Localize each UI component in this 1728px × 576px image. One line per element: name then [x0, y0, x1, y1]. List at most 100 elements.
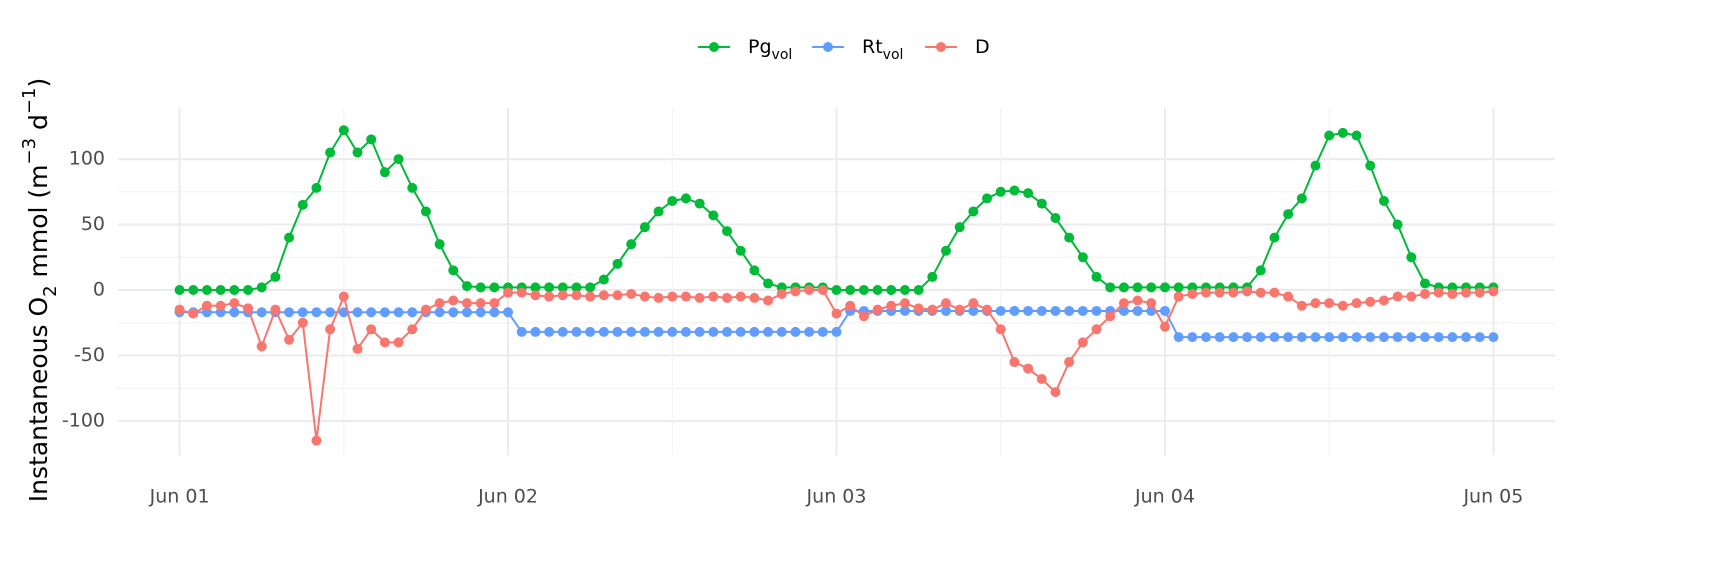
data-point: [899, 298, 910, 309]
legend-name: Pg: [748, 36, 772, 58]
data-point: [804, 326, 815, 337]
y-axis-label-part: d: [24, 114, 53, 138]
data-point: [1269, 287, 1280, 298]
data-point: [1228, 287, 1239, 298]
data-point: [201, 300, 212, 311]
data-point: [503, 287, 514, 298]
data-point: [667, 195, 678, 206]
legend-label: Pgvol: [748, 36, 792, 64]
data-point: [557, 326, 568, 337]
data-point: [680, 326, 691, 337]
data-point: [1091, 324, 1102, 335]
data-point: [434, 307, 445, 318]
data-point: [557, 290, 568, 301]
data-point: [763, 326, 774, 337]
data-point: [284, 307, 295, 318]
data-point: [325, 324, 336, 335]
data-point: [379, 337, 390, 348]
data-point: [188, 308, 199, 319]
data-point: [763, 278, 774, 289]
data-point: [1283, 209, 1294, 220]
data-point: [763, 295, 774, 306]
data-point: [352, 147, 363, 158]
data-point: [735, 291, 746, 302]
data-point: [1118, 305, 1129, 316]
data-point: [1324, 130, 1335, 141]
data-point: [1077, 305, 1088, 316]
data-point: [817, 285, 828, 296]
data-point: [461, 281, 472, 292]
data-point: [1406, 252, 1417, 263]
data-point: [420, 206, 431, 217]
data-point: [653, 206, 664, 217]
data-point: [393, 337, 404, 348]
marks: [174, 125, 1499, 446]
data-point: [516, 326, 527, 337]
data-point: [475, 307, 486, 318]
data-point: [639, 326, 650, 337]
data-point: [503, 307, 514, 318]
data-point: [352, 307, 363, 318]
data-point: [612, 326, 623, 337]
data-point: [1077, 337, 1088, 348]
data-point: [571, 290, 582, 301]
x-tick-label: Jun 01: [149, 486, 210, 508]
data-point: [489, 298, 500, 309]
data-point: [243, 303, 254, 314]
data-point: [1146, 282, 1157, 293]
data-point: [598, 290, 609, 301]
data-point: [913, 303, 924, 314]
data-point: [1488, 286, 1499, 297]
data-point: [407, 182, 418, 193]
data-point: [1296, 193, 1307, 204]
data-point: [544, 291, 555, 302]
data-point: [284, 232, 295, 243]
data-point: [680, 291, 691, 302]
data-point: [489, 282, 500, 293]
data-point: [1406, 291, 1417, 302]
data-point: [927, 271, 938, 282]
data-point: [229, 298, 240, 309]
legend-subscript: vol: [883, 47, 904, 63]
data-point: [366, 307, 377, 318]
data-point: [434, 239, 445, 250]
data-point: [379, 307, 390, 318]
data-point: [352, 343, 363, 354]
data-point: [188, 285, 199, 296]
data-point: [872, 285, 883, 296]
data-point: [1351, 332, 1362, 343]
data-point: [899, 285, 910, 296]
data-point: [1173, 291, 1184, 302]
legend: Pgvol Rtvol D: [698, 36, 990, 64]
data-point: [1187, 332, 1198, 343]
data-point: [270, 271, 281, 282]
data-point: [722, 326, 733, 337]
data-point: [571, 326, 582, 337]
data-point: [626, 288, 637, 299]
data-point: [544, 326, 555, 337]
data-point: [1337, 300, 1348, 311]
data-point: [612, 258, 623, 269]
data-point: [1474, 287, 1485, 298]
data-point: [927, 304, 938, 315]
y-tick-label: 100: [69, 148, 105, 170]
data-point: [776, 288, 787, 299]
data-point: [516, 287, 527, 298]
x-tick-label: Jun 02: [477, 486, 538, 508]
data-point: [858, 311, 869, 322]
data-point: [407, 307, 418, 318]
data-point: [1132, 282, 1143, 293]
data-point: [448, 295, 459, 306]
data-point: [1023, 363, 1034, 374]
y-axis-label-part: 2: [40, 285, 61, 296]
data-point: [585, 282, 596, 293]
data-point: [1159, 282, 1170, 293]
data-point: [1351, 130, 1362, 141]
data-point: [475, 298, 486, 309]
data-point: [1488, 332, 1499, 343]
x-tick-label: Jun 03: [806, 486, 867, 508]
data-point: [1050, 305, 1061, 316]
data-point: [571, 282, 582, 293]
data-point: [626, 239, 637, 250]
legend-name: Rt: [862, 36, 883, 58]
